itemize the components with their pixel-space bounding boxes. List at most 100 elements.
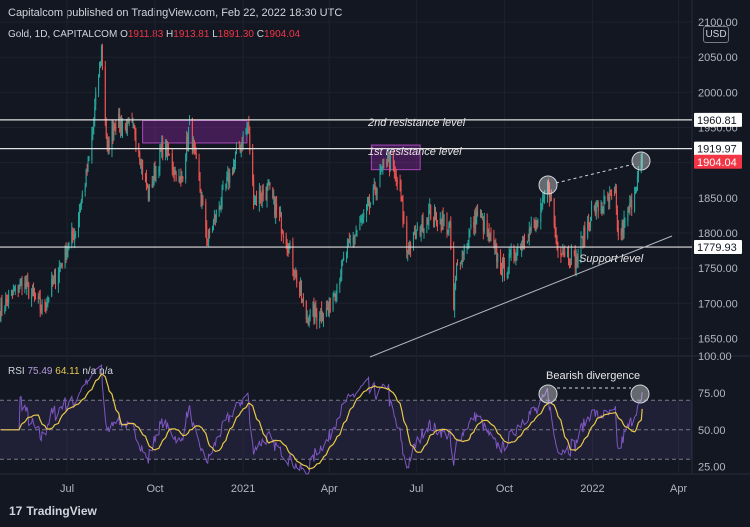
candle [134, 125, 136, 141]
candle [388, 149, 390, 163]
candle [53, 275, 55, 285]
candle [68, 241, 70, 251]
candle [202, 195, 204, 206]
candle [402, 194, 404, 228]
candle [583, 225, 585, 248]
candle [21, 275, 23, 296]
candle [112, 119, 114, 144]
candle [180, 168, 182, 187]
candle [281, 229, 283, 235]
candle [577, 248, 579, 269]
candle [436, 219, 438, 232]
price-tags: 1960.81 1919.97 1779.93 1904.04 [694, 112, 742, 255]
candle [125, 118, 127, 134]
candle [240, 142, 242, 158]
candle [152, 175, 154, 188]
candle [628, 205, 630, 213]
rsi-tick-label: 50.00 [698, 425, 726, 437]
candle [595, 200, 597, 220]
candle [148, 183, 150, 202]
candle [124, 123, 126, 131]
candle [14, 284, 16, 295]
candle [212, 218, 214, 231]
candle [447, 229, 449, 235]
candle [168, 153, 170, 156]
candle [228, 168, 230, 191]
candle [510, 243, 512, 262]
candle [181, 170, 183, 183]
candle [441, 210, 443, 231]
candle [416, 222, 418, 232]
candle [623, 210, 625, 239]
price-axis[interactable]: 2100.002050.002000.001950.001900.001850.… [698, 17, 738, 345]
rsi-tick-label: 100.00 [698, 351, 732, 363]
candle [294, 269, 296, 280]
rsi-axis[interactable]: 100.00 75.00 50.00 25.00 [698, 351, 732, 474]
grid [0, 0, 692, 474]
candle [544, 190, 546, 204]
candle [541, 203, 543, 213]
candle [346, 238, 348, 259]
candle [456, 262, 458, 281]
candle [201, 191, 203, 210]
candle [409, 240, 411, 256]
candle [172, 161, 174, 178]
candle [229, 168, 231, 189]
tradingview-logo[interactable]: 17 TradingView [9, 504, 97, 518]
candle [166, 140, 168, 161]
candle [178, 168, 180, 183]
candle [80, 198, 82, 210]
candle [613, 186, 615, 197]
candle [128, 117, 130, 127]
time-axis[interactable]: Jul Oct 2021 Apr Jul Oct 2022 Apr [60, 483, 688, 495]
candle [247, 121, 249, 135]
candle [403, 211, 405, 225]
candle [483, 212, 485, 235]
candle [430, 204, 432, 221]
candle [186, 130, 188, 162]
candle [635, 186, 637, 193]
candle [363, 209, 365, 224]
candle [86, 163, 88, 176]
candle [133, 123, 135, 130]
candle [333, 290, 335, 297]
candle [209, 227, 211, 239]
candle [615, 184, 617, 215]
candlestick-series [0, 43, 643, 330]
price-tick-label: 1800.00 [698, 228, 738, 240]
candle [591, 200, 593, 222]
candle [75, 230, 77, 239]
candle [65, 242, 67, 264]
candle [17, 284, 19, 298]
candle [568, 258, 570, 269]
candle [205, 198, 207, 238]
support-trendline[interactable] [369, 235, 673, 358]
candle [20, 278, 22, 287]
candle [446, 212, 448, 238]
resistance-1-label: 1st resistance level [368, 146, 462, 158]
candle [326, 300, 328, 311]
candle [258, 182, 260, 212]
candle [193, 139, 195, 155]
candle [622, 219, 624, 240]
last-price-tag: 1904.04 [694, 154, 742, 169]
candle [73, 228, 75, 241]
candle [316, 308, 318, 330]
rsi-ma-value: 64.11 [55, 366, 80, 377]
candle [440, 218, 442, 233]
ticker-label[interactable]: Gold, 1D, CAPITALCOM [8, 29, 118, 40]
candle [262, 183, 264, 202]
rsi-label[interactable]: RSI [8, 366, 25, 377]
candle [602, 206, 604, 214]
currency-button[interactable]: USD [703, 26, 729, 43]
candle [99, 61, 101, 78]
candle [340, 269, 342, 283]
rsi-na-1: n/a [82, 366, 97, 377]
candle [287, 243, 289, 258]
divergence-connector-price [555, 163, 635, 184]
price-tick-label: 1700.00 [698, 298, 738, 310]
candle [115, 120, 117, 135]
candle [488, 223, 490, 243]
candle [33, 287, 35, 302]
